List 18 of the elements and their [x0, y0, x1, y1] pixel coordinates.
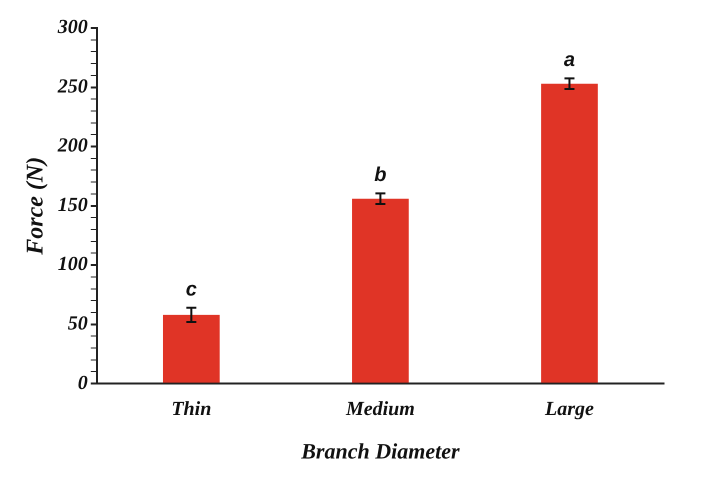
annotation: b: [374, 164, 387, 186]
y-axis-title: Force (N): [22, 156, 49, 256]
y-tick-label: 200: [56, 134, 88, 157]
y-tick-label: 150: [58, 194, 88, 216]
y-tick-label: 250: [56, 75, 88, 98]
bar: [162, 314, 220, 383]
bar: [541, 84, 598, 383]
annotation: a: [564, 48, 576, 71]
x-tick-label: Medium: [344, 398, 415, 420]
y-tick-label: 100: [58, 253, 88, 276]
y-tick-label: 50: [68, 312, 88, 335]
bar: [352, 198, 409, 383]
y-tick-label: 0: [78, 372, 88, 394]
x-tick-label: Thin: [171, 398, 212, 420]
x-tick-label: Large: [544, 398, 594, 420]
annotation: c: [186, 278, 197, 300]
y-tick-label: 300: [56, 16, 88, 38]
x-axis-title: Branch Diameter: [300, 438, 460, 464]
